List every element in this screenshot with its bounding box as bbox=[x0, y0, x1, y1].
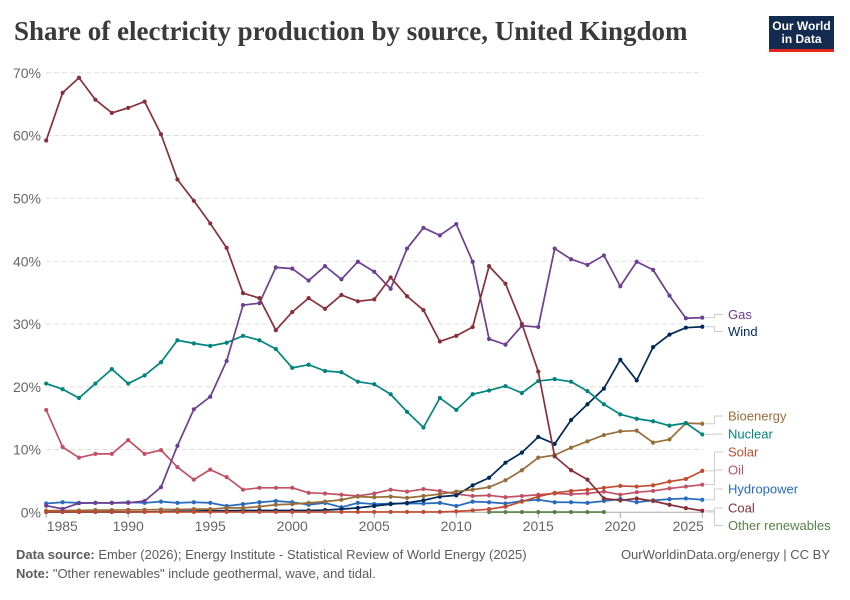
svg-text:Wind: Wind bbox=[728, 324, 758, 339]
svg-text:Hydropower: Hydropower bbox=[728, 482, 799, 497]
svg-text:2020: 2020 bbox=[605, 518, 636, 534]
svg-text:1985: 1985 bbox=[47, 518, 78, 534]
svg-text:0%: 0% bbox=[21, 505, 41, 521]
svg-text:2015: 2015 bbox=[523, 518, 554, 534]
svg-text:50%: 50% bbox=[13, 191, 41, 207]
svg-text:2025: 2025 bbox=[673, 518, 704, 534]
svg-text:Bioenergy: Bioenergy bbox=[728, 409, 787, 424]
svg-text:2010: 2010 bbox=[441, 518, 472, 534]
svg-text:2005: 2005 bbox=[359, 518, 390, 534]
svg-text:40%: 40% bbox=[13, 253, 41, 269]
svg-text:Coal: Coal bbox=[728, 501, 755, 516]
svg-text:Nuclear: Nuclear bbox=[728, 427, 773, 442]
svg-text:2000: 2000 bbox=[277, 518, 308, 534]
svg-text:1990: 1990 bbox=[113, 518, 144, 534]
svg-text:Other renewables: Other renewables bbox=[728, 518, 831, 533]
svg-text:10%: 10% bbox=[13, 442, 41, 458]
svg-text:Solar: Solar bbox=[728, 445, 759, 460]
svg-text:70%: 70% bbox=[13, 65, 41, 81]
svg-text:30%: 30% bbox=[13, 316, 41, 332]
svg-text:20%: 20% bbox=[13, 379, 41, 395]
svg-text:Oil: Oil bbox=[728, 463, 744, 478]
svg-text:60%: 60% bbox=[13, 128, 41, 144]
svg-text:Gas: Gas bbox=[728, 307, 752, 322]
svg-text:1995: 1995 bbox=[195, 518, 226, 534]
